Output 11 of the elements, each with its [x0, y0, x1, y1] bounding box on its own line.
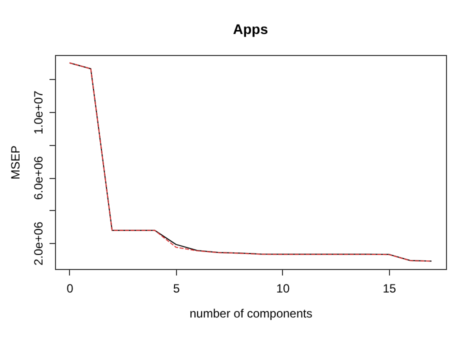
y-tick-label: 2.0e+06 [32, 221, 46, 266]
y-axis-title: MSEP [8, 145, 22, 180]
x-tick-label: 15 [382, 282, 396, 296]
x-tick-label: 5 [173, 282, 180, 296]
y-tick-label: 1.0e+07 [32, 90, 46, 134]
line-series [68, 62, 432, 262]
x-tick-label: 10 [276, 282, 290, 296]
x-axis-title: number of components [190, 306, 312, 320]
y-tick-label: 6.0e+06 [32, 156, 46, 200]
x-tick-label: 0 [66, 282, 74, 296]
chart-title: Apps [233, 21, 268, 37]
